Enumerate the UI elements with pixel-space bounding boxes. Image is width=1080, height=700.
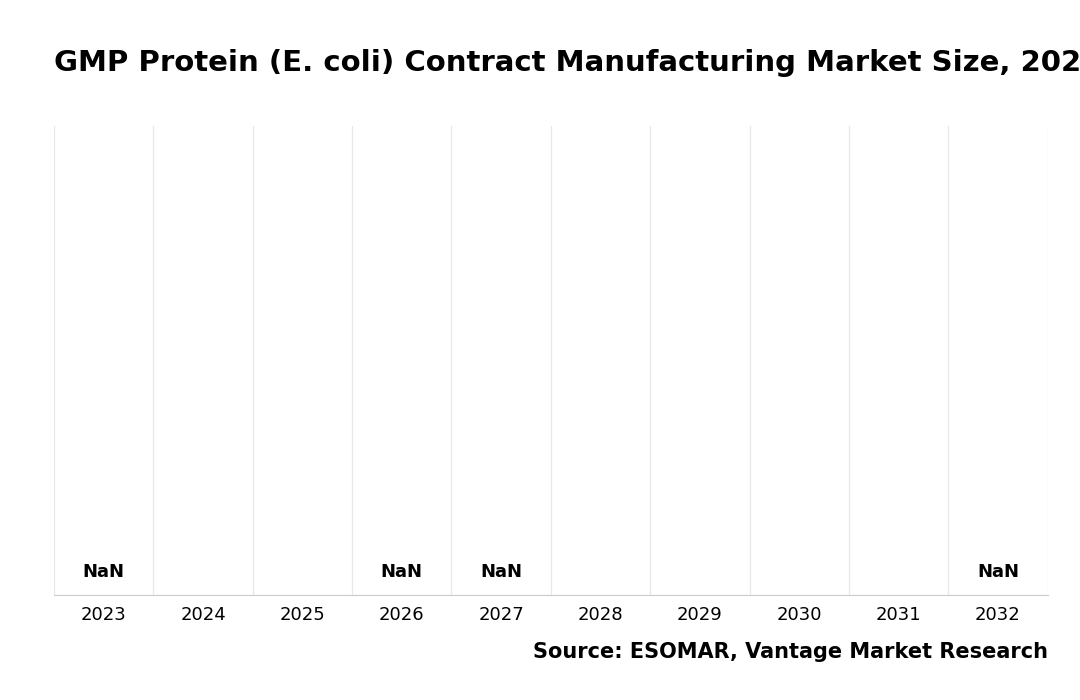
Text: NaN: NaN [977,563,1018,581]
Text: NaN: NaN [381,563,422,581]
Text: NaN: NaN [83,563,124,581]
Text: NaN: NaN [481,563,522,581]
Text: Source: ESOMAR, Vantage Market Research: Source: ESOMAR, Vantage Market Research [532,641,1048,662]
Text: GMP Protein (E. coli) Contract Manufacturing Market Size, 2023 To 2032 (USD Mill: GMP Protein (E. coli) Contract Manufactu… [54,49,1080,77]
